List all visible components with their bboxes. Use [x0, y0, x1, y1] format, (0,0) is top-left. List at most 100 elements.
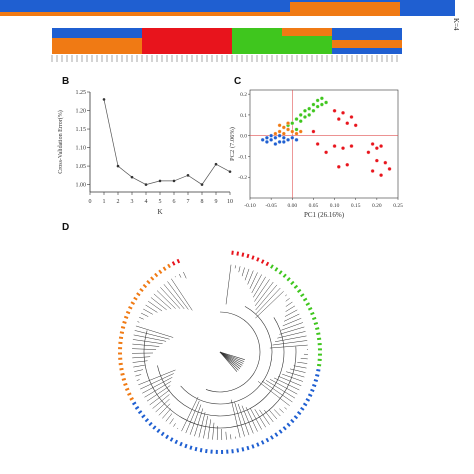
tree-tip-label [317, 342, 322, 346]
tree-tip-label [150, 276, 155, 281]
x-tick-label: 8 [201, 199, 204, 205]
tree-branch [297, 361, 308, 364]
tree-branch [254, 281, 274, 307]
tree-branch [185, 400, 200, 434]
tree-tip-label [316, 368, 321, 372]
tree-tip-label [260, 259, 265, 264]
x-axis-label: PC1 (26.16%) [304, 211, 345, 219]
pca-point [303, 108, 307, 113]
pca-point [286, 137, 291, 142]
x-tick-label: 3 [131, 199, 134, 205]
pca-point [294, 117, 299, 122]
y-axis-label: Cross-Validation Error(%) [57, 110, 64, 173]
y-tick-label: 1.00 [76, 183, 87, 189]
tree-tip-label [300, 293, 305, 298]
tree-branch [272, 340, 308, 346]
tree-tip-label [125, 310, 131, 315]
tree-tip-label [176, 258, 181, 264]
tree-tip-label [221, 449, 224, 454]
pca-point [264, 135, 269, 140]
pca-point [273, 131, 278, 136]
tree-tip-label [226, 449, 229, 454]
y-tick-label: 1.15 [76, 127, 87, 133]
tree-tip-label [120, 326, 126, 329]
tree-arc [157, 317, 285, 417]
pca-point [332, 108, 337, 113]
tree-branch [143, 308, 153, 315]
tree-branch [158, 403, 171, 416]
tree-tip-label [265, 437, 270, 443]
tree-branch [285, 301, 293, 307]
tree-branch [282, 317, 302, 327]
tree-branch [203, 415, 208, 439]
pca-point [341, 110, 345, 115]
pca-point [281, 135, 286, 140]
cv-error-point [228, 170, 232, 173]
tree-tip-label [236, 448, 240, 453]
pca-point [370, 142, 375, 146]
tree-root-branch [219, 351, 243, 366]
tree-tip-label [278, 270, 283, 275]
tree-tip-label [300, 406, 305, 411]
tree-branch [269, 379, 298, 395]
x-tick-label: -0.05 [265, 203, 277, 209]
tree-root-branch [219, 351, 241, 369]
tree-tip-label [119, 331, 125, 334]
tree-branch [140, 312, 149, 317]
pca-point [311, 102, 316, 107]
tree-tip-label [118, 362, 123, 366]
tree-tip-label [121, 377, 127, 381]
pca-point [366, 150, 371, 155]
y-tick-label: 0.1 [240, 113, 247, 119]
tree-tip-label [246, 445, 250, 451]
tree-tip-label [194, 446, 198, 452]
pca-point [281, 131, 286, 136]
tree-branch [174, 276, 176, 278]
x-tick-label: 1 [103, 199, 106, 205]
x-tick-label: 0.00 [287, 203, 297, 209]
structure-top-orange-bottom [0, 12, 455, 16]
tree-tip-label [317, 353, 322, 356]
y-tick-label: 1.20 [76, 109, 87, 115]
tree-branch [234, 265, 236, 269]
tree-tip-label [302, 297, 308, 302]
tree-branch [132, 356, 151, 359]
k4-label: K=4 [452, 18, 460, 31]
tree-tip-label [251, 444, 255, 449]
tree-branch [255, 284, 278, 311]
panel-label-c: C [234, 76, 242, 87]
y-tick-label: -0.1 [238, 154, 247, 160]
x-tick-label: 5 [159, 199, 162, 205]
y-tick-label: -0.2 [238, 175, 247, 181]
pca-chart: -0.10 -0.05 0.00 0.05 0.10 0.15 0.20 0.25 -0.2 -0… [229, 89, 403, 219]
tree-branch [171, 278, 193, 311]
tree-tip-label [167, 263, 171, 269]
tree-branch [244, 268, 250, 281]
pca-point [374, 146, 379, 151]
tree-branch [150, 297, 167, 311]
pca-point [286, 127, 291, 132]
tree-branch [132, 339, 163, 344]
pca-point [290, 135, 295, 140]
y-tick-label: 0.0 [240, 134, 247, 140]
tree-tip-label [315, 327, 320, 331]
tree-tip-label [184, 443, 188, 449]
tree-tip-label [290, 280, 295, 286]
tree-branch [293, 365, 307, 369]
tree-branch [165, 413, 173, 422]
tree-branch [207, 419, 211, 440]
tree-tip-label [154, 272, 159, 278]
pca-point [315, 142, 320, 146]
tree-branch [279, 326, 305, 335]
tree-tip-label [312, 383, 317, 388]
tree-tip-label [313, 321, 319, 326]
y-tick-label: 1.10 [76, 146, 87, 152]
pca-point [307, 112, 312, 117]
tree-branch [289, 368, 306, 373]
cv-error-point [144, 183, 148, 186]
tree-tip-label [274, 267, 279, 272]
tree-tip-label [236, 251, 240, 256]
pca-point [345, 162, 350, 167]
x-tick-label: 0.05 [309, 203, 319, 209]
tree-tip-label [296, 411, 302, 416]
